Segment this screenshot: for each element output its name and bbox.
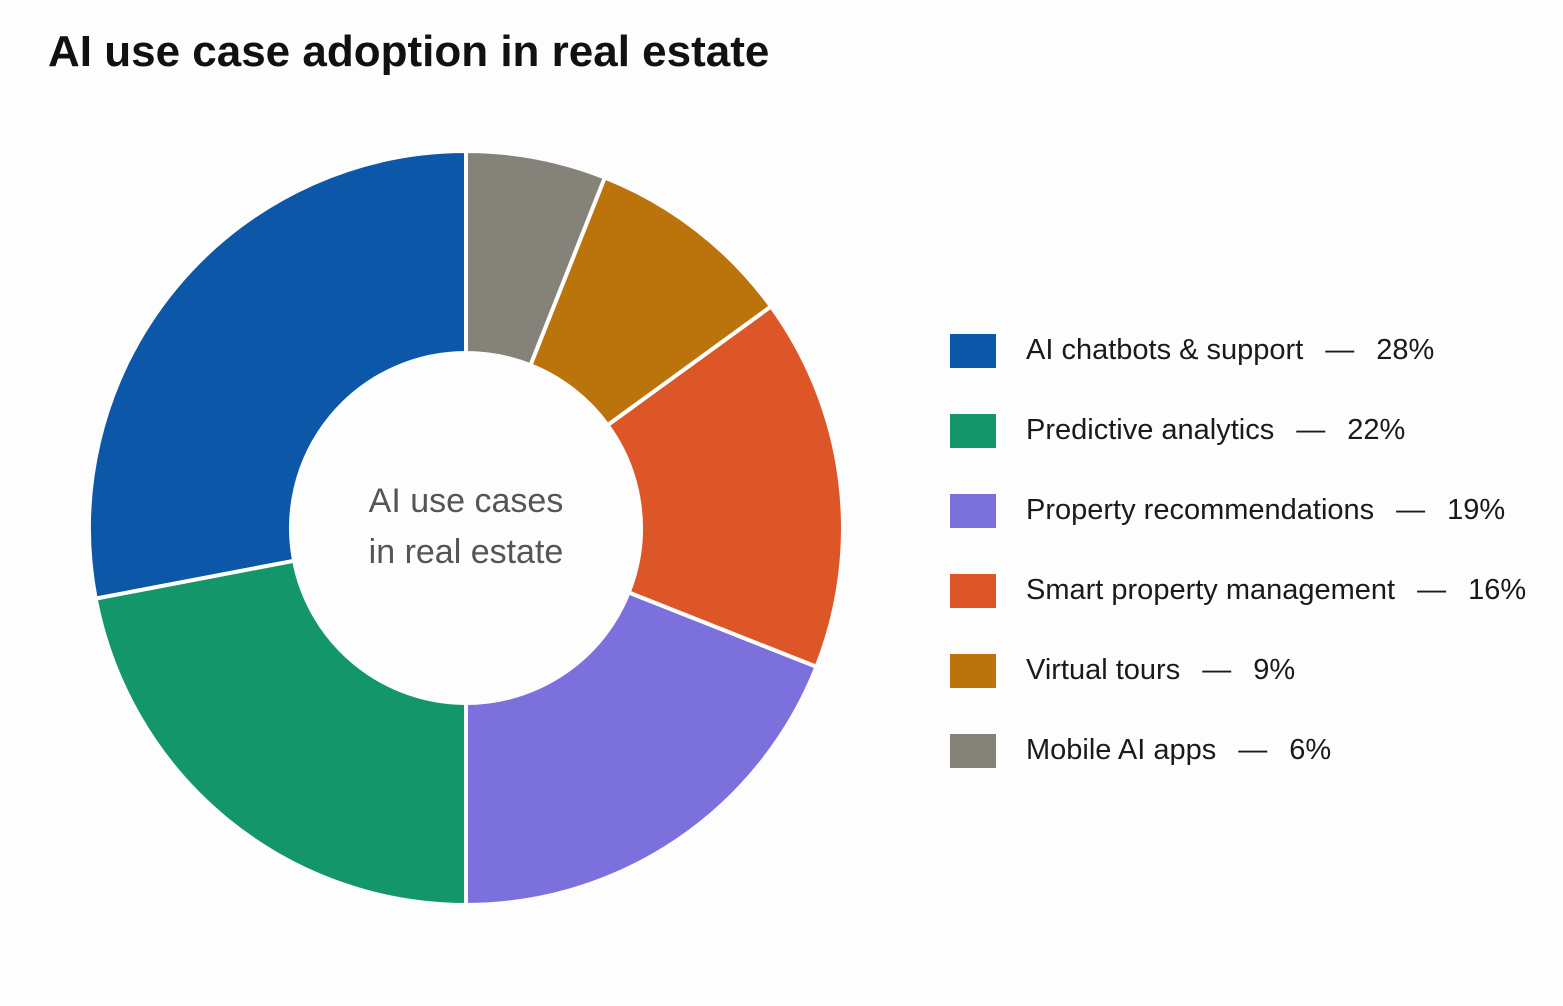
legend-separator: —	[1325, 334, 1354, 366]
legend-swatch	[950, 414, 996, 448]
legend-value: 16%	[1468, 574, 1526, 606]
center-label: AI use cases	[369, 482, 564, 520]
legend-value: 28%	[1376, 334, 1434, 366]
legend-value: 9%	[1253, 654, 1295, 686]
legend-swatch	[950, 334, 996, 368]
legend-label: Virtual tours — 9%	[1026, 654, 1295, 686]
legend-label: Predictive analytics — 22%	[1026, 414, 1405, 446]
donut-slice	[605, 304, 845, 669]
legend-value: 19%	[1447, 494, 1505, 526]
legend-swatch	[950, 574, 996, 608]
legend-separator: —	[1296, 414, 1325, 446]
legend-separator: —	[1396, 494, 1425, 526]
legend-separator: —	[1202, 654, 1231, 686]
legend-category: AI chatbots & support	[1026, 334, 1303, 366]
legend-swatch	[950, 494, 996, 528]
legend-label: AI chatbots & support — 28%	[1026, 334, 1434, 366]
chart-title: AI use case adoption in real estate	[48, 27, 769, 76]
legend-swatch	[950, 734, 996, 768]
donut-slice	[87, 149, 468, 601]
donut	[87, 149, 845, 907]
legend-value: 22%	[1347, 414, 1405, 446]
legend-label: Property recommendations — 19%	[1026, 494, 1505, 526]
legend-label: Smart property management — 16%	[1026, 574, 1526, 606]
legend-swatch	[950, 654, 996, 688]
legend-separator: —	[1238, 734, 1267, 766]
legend-category: Property recommendations	[1026, 494, 1374, 526]
legend-category: Predictive analytics	[1026, 414, 1274, 446]
donut-slice	[93, 558, 468, 907]
center-label: in real estate	[369, 533, 564, 571]
legend: AI chatbots & support — 28% Predictive anal…	[950, 334, 1526, 768]
donut-slice	[528, 175, 773, 428]
legend-label: Mobile AI apps — 6%	[1026, 734, 1331, 766]
legend-value: 6%	[1289, 734, 1331, 766]
legend-category: Smart property management	[1026, 574, 1395, 606]
donut-slice	[464, 149, 607, 368]
legend-separator: —	[1417, 574, 1446, 606]
legend-category: Mobile AI apps	[1026, 734, 1216, 766]
donut-slice	[464, 590, 819, 907]
legend-category: Virtual tours	[1026, 654, 1180, 686]
